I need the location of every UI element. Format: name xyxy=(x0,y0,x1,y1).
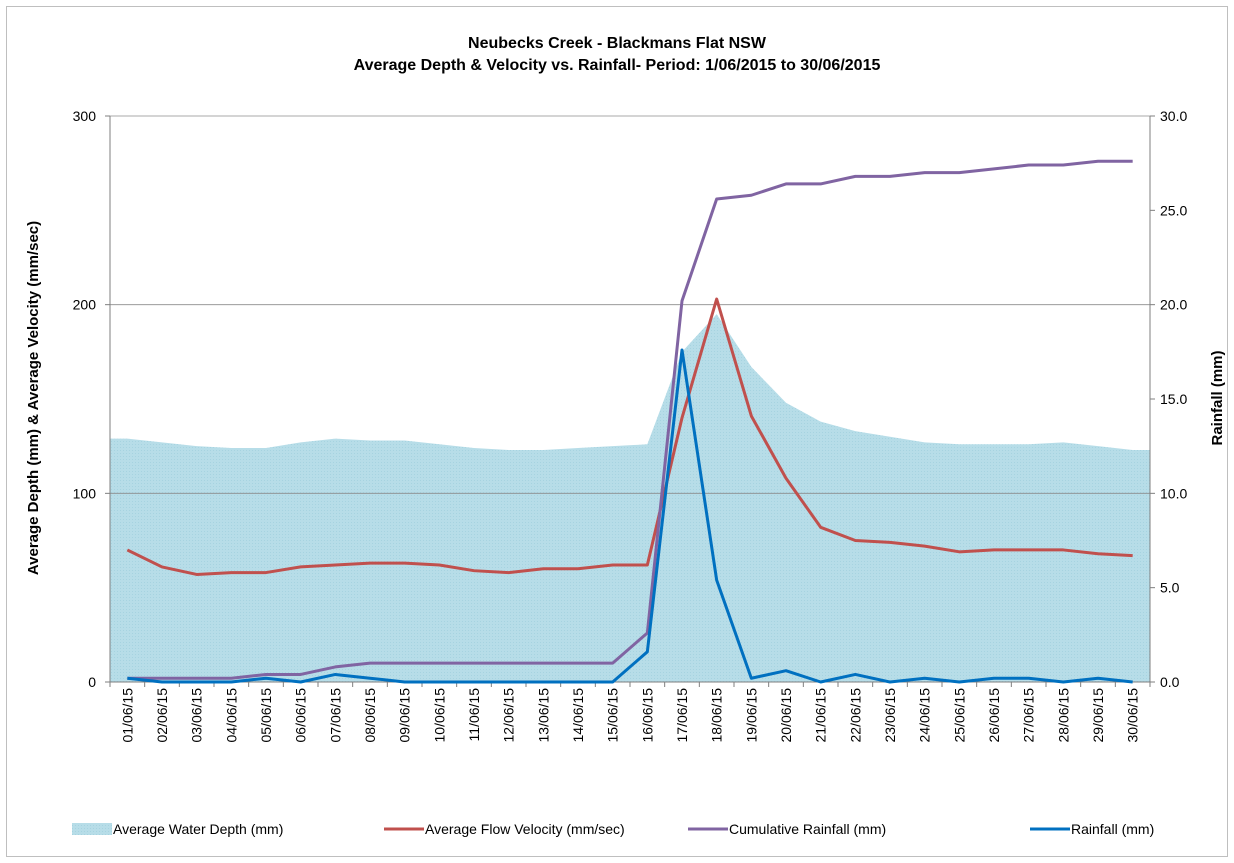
x-tick-label-14: 15/06/15 xyxy=(605,688,621,743)
x-tick-label-8: 09/06/15 xyxy=(397,688,413,743)
legend-label-2: Cumulative Rainfall (mm) xyxy=(729,821,886,837)
legend-label-3: Rainfall (mm) xyxy=(1071,821,1154,837)
x-tick-label-11: 12/06/15 xyxy=(501,688,517,743)
y-right-tick-label-2: 10.0 xyxy=(1160,485,1187,501)
x-tick-label-2: 03/06/15 xyxy=(189,688,205,743)
chart-subtitle: Average Depth & Velocity vs. Rainfall- P… xyxy=(354,57,881,74)
legend-label-0: Average Water Depth (mm) xyxy=(113,821,283,837)
series-area-depth xyxy=(110,314,1150,682)
x-tick-label-13: 14/06/15 xyxy=(570,688,586,743)
y-right-tick-label-6: 30.0 xyxy=(1160,108,1187,124)
y-right-tick-label-0: 0.0 xyxy=(1160,674,1180,690)
legend-swatch-0 xyxy=(72,823,112,835)
x-tick-label-25: 26/06/15 xyxy=(986,688,1002,743)
y-right-tick-label-5: 25.0 xyxy=(1160,202,1187,218)
y-left-tick-label-3: 300 xyxy=(73,108,97,124)
x-tick-label-17: 18/06/15 xyxy=(709,688,725,743)
x-tick-label-9: 10/06/15 xyxy=(431,688,447,743)
x-tick-label-16: 17/06/15 xyxy=(674,688,690,743)
x-tick-label-10: 11/06/15 xyxy=(466,688,482,742)
x-tick-label-5: 06/06/15 xyxy=(293,688,309,743)
x-tick-label-3: 04/06/15 xyxy=(223,688,239,743)
x-tick-label-23: 24/06/15 xyxy=(917,688,933,743)
x-tick-label-12: 13/06/15 xyxy=(535,688,551,743)
y-axis-right-title: Rainfall (mm) xyxy=(1209,350,1226,445)
x-tick-label-20: 21/06/15 xyxy=(813,688,829,743)
x-tick-label-27: 28/06/15 xyxy=(1055,688,1071,743)
x-tick-label-6: 07/06/15 xyxy=(327,688,343,743)
y-left-tick-label-2: 200 xyxy=(73,297,97,313)
x-tick-label-21: 22/06/15 xyxy=(847,688,863,743)
legend: Average Water Depth (mm) Average Flow Vel… xyxy=(72,821,1154,837)
x-tick-label-0: 01/06/15 xyxy=(119,688,135,743)
plot-area: 0 100 200 300 0.0 5.0 10.0 15.0 20.0 25.0 30.0 01/0… xyxy=(73,108,1188,743)
series-line-2 xyxy=(127,348,1133,684)
x-tick-label-4: 05/06/15 xyxy=(258,688,274,743)
chart-title: Neubecks Creek - Blackmans Flat NSW xyxy=(468,35,767,52)
chart-frame xyxy=(6,6,1228,857)
y-right-tick-label-3: 15.0 xyxy=(1160,391,1187,407)
y-left-tick-label-0: 0 xyxy=(88,674,96,690)
y-axis-left-title: Average Depth (mm) & Average Velocity (m… xyxy=(25,221,42,575)
legend-label-1: Average Flow Velocity (mm/sec) xyxy=(425,821,625,837)
x-tick-label-15: 16/06/15 xyxy=(639,688,655,743)
x-tick-label-1: 02/06/15 xyxy=(154,688,170,743)
y-right-tick-label-4: 20.0 xyxy=(1160,297,1187,313)
x-tick-label-19: 20/06/15 xyxy=(778,688,794,743)
x-tick-label-26: 27/06/15 xyxy=(1021,688,1037,743)
series-line-1 xyxy=(127,159,1133,680)
y-right-tick-label-1: 5.0 xyxy=(1160,580,1180,596)
series-line-0 xyxy=(126,297,1133,576)
x-tick-label-24: 25/06/15 xyxy=(951,688,967,743)
x-tick-label-7: 08/06/15 xyxy=(362,688,378,743)
x-tick-label-18: 19/06/15 xyxy=(743,688,759,743)
x-tick-label-28: 29/06/15 xyxy=(1090,688,1106,743)
y-left-tick-label-1: 100 xyxy=(73,485,97,501)
x-tick-label-29: 30/06/15 xyxy=(1125,688,1141,743)
x-tick-label-22: 23/06/15 xyxy=(882,688,898,743)
